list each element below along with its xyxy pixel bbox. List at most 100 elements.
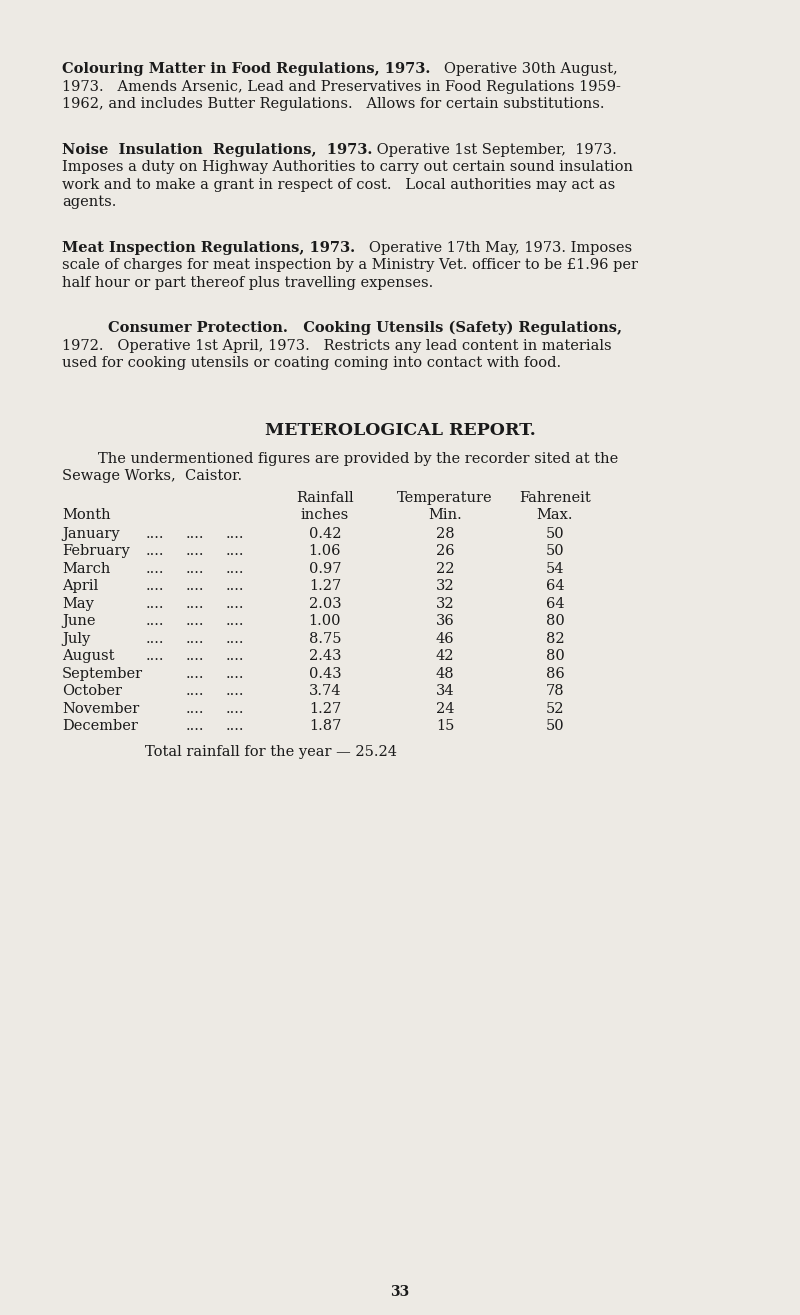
Text: June: June xyxy=(62,614,95,629)
Text: half hour or part thereof plus travelling expenses.: half hour or part thereof plus travellin… xyxy=(62,276,434,289)
Text: ....: .... xyxy=(226,650,244,663)
Text: 2.43: 2.43 xyxy=(309,650,342,663)
Text: 50: 50 xyxy=(546,526,564,540)
Text: Max.: Max. xyxy=(537,508,574,522)
Text: 22: 22 xyxy=(436,562,454,576)
Text: 36: 36 xyxy=(436,614,454,629)
Text: ....: .... xyxy=(226,562,244,576)
Text: ....: .... xyxy=(146,562,164,576)
Text: 82: 82 xyxy=(546,631,564,646)
Text: December: December xyxy=(62,719,138,732)
Text: 78: 78 xyxy=(546,684,564,698)
Text: ....: .... xyxy=(226,526,244,540)
Text: METEROLOGICAL REPORT.: METEROLOGICAL REPORT. xyxy=(265,422,535,438)
Text: 80: 80 xyxy=(546,650,564,663)
Text: Sewage Works,  Caistor.: Sewage Works, Caistor. xyxy=(62,469,242,483)
Text: ....: .... xyxy=(146,631,164,646)
Text: March: March xyxy=(62,562,110,576)
Text: July: July xyxy=(62,631,90,646)
Text: ....: .... xyxy=(226,579,244,593)
Text: 80: 80 xyxy=(546,614,564,629)
Text: 15: 15 xyxy=(436,719,454,732)
Text: 1.27: 1.27 xyxy=(309,701,341,715)
Text: ....: .... xyxy=(186,719,204,732)
Text: Min.: Min. xyxy=(428,508,462,522)
Text: 1.00: 1.00 xyxy=(309,614,342,629)
Text: ....: .... xyxy=(186,562,204,576)
Text: 50: 50 xyxy=(546,719,564,732)
Text: 26: 26 xyxy=(436,544,454,558)
Text: Total rainfall for the year — 25.24: Total rainfall for the year — 25.24 xyxy=(145,744,397,759)
Text: inches: inches xyxy=(301,508,349,522)
Text: ....: .... xyxy=(226,719,244,732)
Text: work and to make a grant in respect of cost.   Local authorities may act as: work and to make a grant in respect of c… xyxy=(62,178,615,192)
Text: 54: 54 xyxy=(546,562,564,576)
Text: 52: 52 xyxy=(546,701,564,715)
Text: 33: 33 xyxy=(390,1285,410,1299)
Text: Fahreneit: Fahreneit xyxy=(519,490,591,505)
Text: Imposes a duty on Highway Authorities to carry out certain sound insulation: Imposes a duty on Highway Authorities to… xyxy=(62,160,633,174)
Text: ....: .... xyxy=(226,667,244,680)
Text: ....: .... xyxy=(226,631,244,646)
Text: agents.: agents. xyxy=(62,195,116,209)
Text: Consumer Protection.   Cooking Utensils (Safety) Regulations,: Consumer Protection. Cooking Utensils (S… xyxy=(108,321,622,335)
Text: 32: 32 xyxy=(436,597,454,610)
Text: ....: .... xyxy=(226,684,244,698)
Text: 2.03: 2.03 xyxy=(309,597,342,610)
Text: 1.87: 1.87 xyxy=(309,719,341,732)
Text: 0.97: 0.97 xyxy=(309,562,342,576)
Text: August: August xyxy=(62,650,114,663)
Text: Colouring Matter in Food Regulations, 1973.: Colouring Matter in Food Regulations, 19… xyxy=(62,62,430,76)
Text: ....: .... xyxy=(146,614,164,629)
Text: ....: .... xyxy=(186,544,204,558)
Text: 1973.   Amends Arsenic, Lead and Preservatives in Food Regulations 1959-: 1973. Amends Arsenic, Lead and Preservat… xyxy=(62,79,621,93)
Text: February: February xyxy=(62,544,130,558)
Text: ....: .... xyxy=(226,544,244,558)
Text: 50: 50 xyxy=(546,544,564,558)
Text: ....: .... xyxy=(186,631,204,646)
Text: 64: 64 xyxy=(546,579,564,593)
Text: September: September xyxy=(62,667,143,680)
Text: October: October xyxy=(62,684,122,698)
Text: ....: .... xyxy=(186,526,204,540)
Text: 34: 34 xyxy=(436,684,454,698)
Text: 24: 24 xyxy=(436,701,454,715)
Text: ....: .... xyxy=(186,614,204,629)
Text: ....: .... xyxy=(186,667,204,680)
Text: ....: .... xyxy=(146,526,164,540)
Text: Month: Month xyxy=(62,508,110,522)
Text: ....: .... xyxy=(146,597,164,610)
Text: 3.74: 3.74 xyxy=(309,684,342,698)
Text: 1.06: 1.06 xyxy=(309,544,342,558)
Text: 64: 64 xyxy=(546,597,564,610)
Text: 1972.   Operative 1st April, 1973.   Restricts any lead content in materials: 1972. Operative 1st April, 1973. Restric… xyxy=(62,338,612,352)
Text: Meat Inspection Regulations, 1973.: Meat Inspection Regulations, 1973. xyxy=(62,241,355,255)
Text: 86: 86 xyxy=(546,667,564,680)
Text: May: May xyxy=(62,597,94,610)
Text: Temperature: Temperature xyxy=(397,490,493,505)
Text: ....: .... xyxy=(186,597,204,610)
Text: 0.42: 0.42 xyxy=(309,526,342,540)
Text: Rainfall: Rainfall xyxy=(296,490,354,505)
Text: ....: .... xyxy=(146,650,164,663)
Text: ....: .... xyxy=(146,579,164,593)
Text: 8.75: 8.75 xyxy=(309,631,342,646)
Text: November: November xyxy=(62,701,139,715)
Text: January: January xyxy=(62,526,120,540)
Text: 42: 42 xyxy=(436,650,454,663)
Text: ....: .... xyxy=(226,597,244,610)
Text: 0.43: 0.43 xyxy=(309,667,342,680)
Text: used for cooking utensils or coating coming into contact with food.: used for cooking utensils or coating com… xyxy=(62,356,561,370)
Text: ....: .... xyxy=(146,544,164,558)
Text: Operative 17th May, 1973. Imposes: Operative 17th May, 1973. Imposes xyxy=(355,241,632,255)
Text: Operative 30th August,: Operative 30th August, xyxy=(430,62,618,76)
Text: 1962, and includes Butter Regulations.   Allows for certain substitutions.: 1962, and includes Butter Regulations. A… xyxy=(62,97,605,110)
Text: 46: 46 xyxy=(436,631,454,646)
Text: The undermentioned figures are provided by the recorder sited at the: The undermentioned figures are provided … xyxy=(98,451,618,466)
Text: ....: .... xyxy=(226,701,244,715)
Text: ....: .... xyxy=(186,650,204,663)
Text: Operative 1st September,  1973.: Operative 1st September, 1973. xyxy=(372,142,618,156)
Text: scale of charges for meat inspection by a Ministry Vet. officer to be £1.96 per: scale of charges for meat inspection by … xyxy=(62,258,638,272)
Text: 48: 48 xyxy=(436,667,454,680)
Text: ....: .... xyxy=(186,684,204,698)
